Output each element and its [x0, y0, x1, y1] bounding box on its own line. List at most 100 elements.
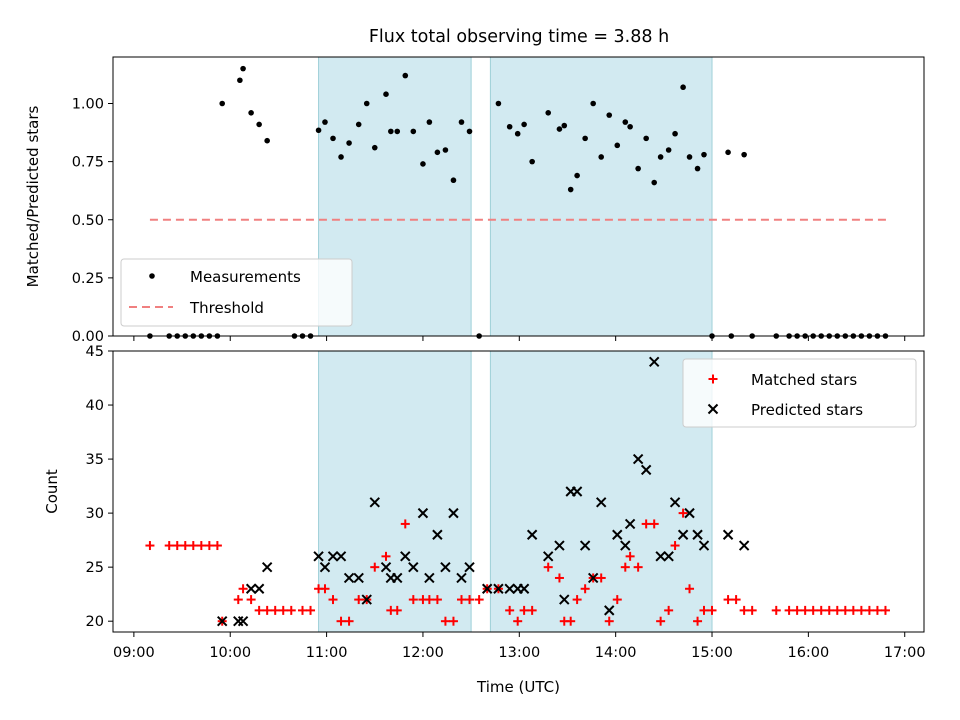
matched-star-marker	[246, 595, 256, 605]
predicted-star-marker	[559, 594, 570, 605]
predicted-star-marker	[417, 507, 429, 519]
matched-star-marker	[824, 605, 834, 615]
measurement-point	[256, 121, 262, 128]
predicted-star-marker	[400, 551, 411, 562]
predicted-star-marker	[707, 403, 719, 415]
marker-stroke	[655, 551, 666, 562]
matched-star-marker	[604, 616, 614, 626]
matched-star-marker	[580, 584, 590, 594]
matched-star-marker	[832, 605, 842, 615]
predicted-star-marker	[353, 572, 364, 584]
measurement-point	[240, 65, 246, 72]
matched-star-marker	[554, 573, 564, 583]
matched-star-marker	[328, 595, 338, 605]
marker-stroke	[261, 561, 273, 573]
matched-star-marker	[306, 605, 316, 615]
matched-star-marker	[196, 541, 206, 551]
legend-label-measurements: Measurements	[190, 268, 301, 286]
matched-star-marker	[204, 541, 214, 551]
matched-star-marker	[731, 595, 741, 605]
predicted-star-marker	[692, 529, 703, 540]
marker-stroke	[424, 572, 435, 584]
measurement-point	[651, 179, 658, 186]
marker-stroke	[216, 615, 228, 627]
measurement-point	[371, 144, 378, 151]
measurement-point	[590, 100, 596, 107]
matched-star-marker	[354, 595, 364, 605]
matched-star-marker	[708, 374, 718, 384]
marker-stroke	[738, 540, 750, 551]
marker-stroke	[595, 497, 607, 508]
top-y-ticks: 0.00 0.25 0.50 0.75 1.00	[72, 97, 113, 345]
matched-star-marker	[572, 595, 582, 605]
predicted-star-marker	[587, 572, 599, 584]
measurement-point	[420, 161, 426, 167]
predicted-star-marker	[245, 583, 257, 594]
matched-star-marker	[180, 541, 190, 551]
marker-stroke	[408, 561, 419, 573]
matched-star-marker	[465, 595, 475, 605]
predicted-star-marker	[313, 551, 324, 562]
top-legend: Measurements Threshold	[120, 258, 353, 327]
marker-stroke	[677, 529, 689, 540]
marker-stroke	[464, 561, 475, 573]
matched-star-marker	[625, 551, 635, 561]
marker-stroke	[692, 529, 703, 540]
measurement-point	[725, 149, 731, 156]
predicted-star-marker	[595, 497, 607, 508]
predicted-star-marker	[237, 615, 249, 627]
predicted-star-marker	[677, 529, 689, 540]
marker-stroke	[504, 583, 515, 594]
marker-stroke	[579, 540, 591, 551]
marker-stroke	[612, 529, 623, 540]
matched-star-marker	[432, 595, 442, 605]
measurement-point	[458, 119, 465, 125]
matched-star-marker	[448, 616, 458, 626]
predicted-star-marker	[738, 540, 750, 551]
marker-stroke	[571, 486, 583, 497]
x-tick-label: 17:00	[884, 645, 926, 661]
marker-stroke	[448, 507, 459, 519]
matched-star-marker	[164, 541, 174, 551]
measurement-point	[506, 123, 513, 130]
y-tick-label: 0.25	[72, 271, 104, 287]
predicted-star-marker	[369, 497, 380, 508]
measurement-point	[606, 112, 613, 118]
measurement-point	[521, 121, 527, 128]
matched-star-marker	[816, 605, 826, 615]
measurement-point	[574, 172, 580, 179]
measurement-point	[219, 100, 226, 107]
predicted-star-marker	[261, 561, 273, 573]
matched-star-marker	[370, 562, 380, 572]
observing-interval-band	[490, 57, 713, 336]
measurement-point	[701, 151, 707, 158]
legend-label-predicted: Predicted stars	[751, 401, 863, 419]
y-tick-label: 35	[86, 452, 104, 468]
measurement-point	[434, 149, 441, 156]
matched-star-marker	[670, 541, 680, 551]
marker-stroke	[554, 540, 565, 551]
matched-star-marker	[145, 541, 155, 551]
marker-stroke	[559, 594, 570, 605]
matched-star-marker	[519, 605, 529, 615]
measurement-point	[346, 140, 352, 146]
measurement-point	[545, 110, 552, 116]
predicted-star-marker	[319, 561, 331, 573]
marker-stroke	[353, 572, 364, 584]
x-tick-label: 11:00	[306, 645, 348, 661]
marker-stroke	[319, 561, 331, 573]
matched-star-marker	[649, 519, 659, 529]
measurement-point	[442, 147, 449, 153]
marker-stroke	[640, 464, 652, 476]
matched-star-marker	[270, 605, 280, 615]
marker-stroke	[245, 583, 257, 594]
marker-stroke	[456, 572, 467, 584]
marker-stroke	[440, 561, 451, 573]
bottom-y-ticks: 20 25 30 35 40 45	[86, 344, 113, 630]
marker-stroke	[432, 529, 443, 540]
measurement-point	[388, 128, 394, 135]
predicted-star-marker	[579, 540, 591, 551]
bottom-plot-frame	[112, 350, 925, 633]
matched-star-marker	[784, 605, 794, 615]
matched-star-marker	[513, 616, 523, 626]
